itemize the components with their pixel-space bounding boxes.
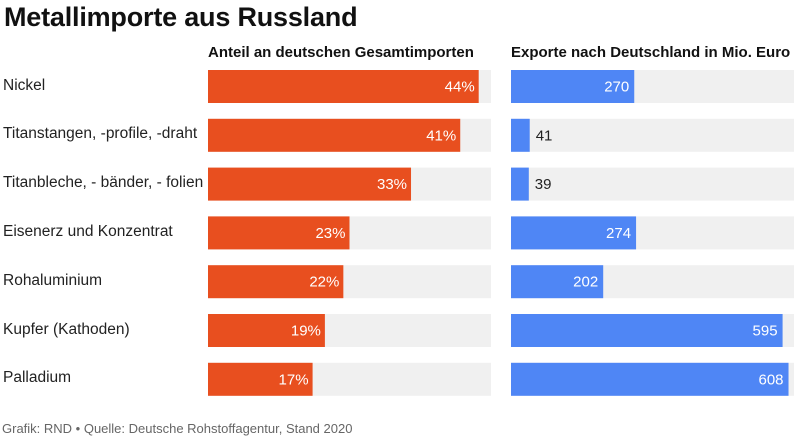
share-value-label: 19% — [291, 323, 321, 340]
share-value-label: 33% — [377, 176, 407, 193]
share-value-label: 22% — [309, 274, 339, 291]
export-bar — [511, 216, 637, 250]
export-value-label: 202 — [573, 274, 598, 291]
category-label: Nickel — [3, 76, 46, 94]
share-column-header: Anteil an deutschen Gesamtimporten — [208, 44, 474, 61]
share-value-label: 41% — [426, 127, 456, 144]
share-bar — [208, 70, 479, 103]
share-bar — [208, 362, 313, 396]
export-bar — [511, 118, 530, 152]
export-bar — [511, 314, 783, 347]
share-bar — [208, 118, 461, 152]
export-value-label: 274 — [606, 225, 631, 242]
share-bar — [208, 167, 412, 201]
export-value-label: 608 — [758, 371, 783, 388]
exports-column-header: Exporte nach Deutschland in Mio. Euro — [511, 44, 791, 61]
export-bar — [511, 70, 635, 103]
category-label: Eisenerz und Konzentrat — [3, 222, 173, 240]
export-value-label: 595 — [753, 323, 778, 340]
export-bar-track — [511, 167, 794, 201]
chart-title: Metallimporte aus Russland — [4, 2, 358, 32]
export-value-label: 39 — [535, 176, 552, 193]
category-label: Kupfer (Kathoden) — [3, 320, 130, 338]
share-value-label: 17% — [279, 371, 309, 388]
share-value-label: 23% — [315, 225, 345, 242]
category-label: Rohaluminium — [3, 271, 103, 289]
share-bar — [208, 265, 344, 299]
export-value-label: 270 — [604, 79, 629, 96]
export-bar — [511, 265, 604, 299]
export-bar-track — [511, 118, 794, 152]
share-bar — [208, 216, 350, 250]
export-bar — [511, 167, 529, 201]
export-value-label: 41 — [536, 127, 553, 144]
category-label: Titanstangen, -profile, -draht — [3, 125, 198, 143]
export-bar — [511, 362, 789, 396]
category-label: Titanbleche, - bänder, - folien — [3, 174, 204, 192]
share-bar — [208, 314, 325, 347]
source-note: Grafik: RND • Quelle: Deutsche Rohstoffa… — [2, 421, 353, 436]
category-label: Palladium — [3, 369, 72, 387]
share-value-label: 44% — [445, 79, 475, 96]
